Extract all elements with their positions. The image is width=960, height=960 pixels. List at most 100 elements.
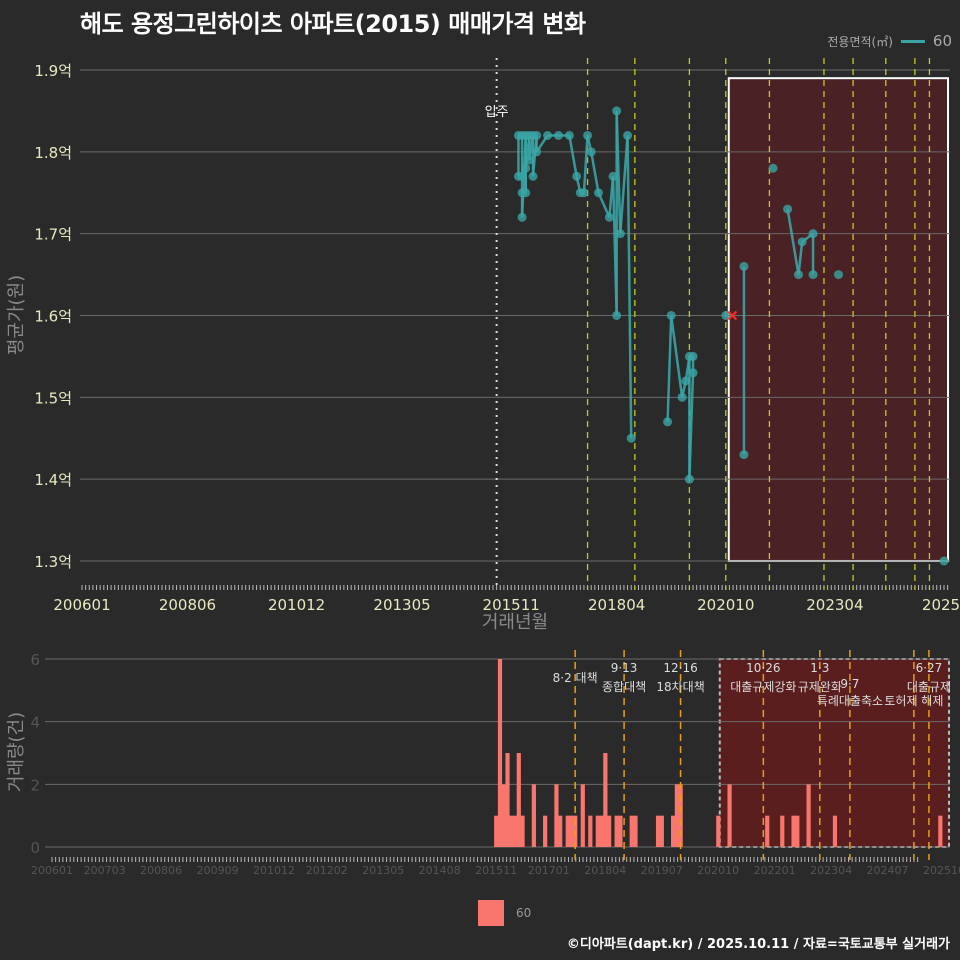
policy-date: 9·13 — [611, 661, 638, 675]
volume-bar — [498, 659, 502, 847]
x-tick-label-volume: 201907 — [641, 864, 683, 877]
policy-label: 대출규제 — [907, 680, 951, 694]
x-tick-label: 200601 — [53, 596, 110, 614]
x-tick-label-volume: 201408 — [419, 864, 461, 877]
price-point — [525, 156, 534, 165]
volume-bar — [588, 816, 592, 847]
volume-bar — [502, 784, 506, 847]
volume-bar — [569, 816, 573, 847]
volume-bar — [675, 784, 679, 847]
price-point — [579, 188, 588, 197]
y-tick-label: 1.8억 — [34, 144, 72, 162]
volume-bar — [494, 816, 498, 847]
price-point — [583, 131, 592, 140]
volume-bar — [513, 816, 517, 847]
price-point — [518, 213, 527, 222]
price-point — [616, 229, 625, 238]
price-point — [678, 393, 687, 402]
y-tick-label-volume: 2 — [30, 776, 40, 794]
volume-bar — [532, 784, 536, 847]
volume-bar — [558, 816, 562, 847]
x-tick-label-volume: 201511 — [475, 864, 517, 877]
volume-bar — [716, 816, 720, 847]
y-tick-label-volume: 6 — [30, 651, 40, 669]
volume-bar — [807, 784, 811, 847]
volume-bar — [765, 816, 769, 847]
price-point — [572, 172, 581, 181]
y-axis-title-volume: 거래량(건) — [6, 712, 27, 792]
price-point — [532, 131, 541, 140]
y-tick-label-volume: 4 — [30, 714, 40, 732]
legend-bar-swatch-icon — [478, 900, 504, 926]
y-tick-label: 1.6억 — [34, 307, 72, 325]
price-point — [663, 417, 672, 426]
volume-bar — [791, 816, 795, 847]
price-point — [529, 172, 538, 181]
price-point — [605, 213, 614, 222]
y-tick-label: 1.3억 — [34, 553, 72, 571]
x-tick-label-volume: 201202 — [306, 864, 348, 877]
x-tick-label: 200806 — [159, 596, 216, 614]
credit-text: ©디아파트(dapt.kr) / 2025.10.11 / 자료=국토교통부 실… — [567, 933, 950, 952]
volume-bar — [615, 816, 619, 847]
price-point — [594, 188, 603, 197]
price-point — [612, 311, 621, 320]
y-tick-label: 1.5억 — [34, 389, 72, 407]
volume-bar — [581, 784, 585, 847]
policy-label: 대출규제강화 — [730, 680, 796, 694]
price-point — [521, 164, 530, 173]
x-tick-label-volume: 200703 — [84, 864, 126, 877]
x-tick-label-volume: 201804 — [584, 864, 626, 877]
price-point — [532, 147, 541, 156]
price-point — [739, 262, 748, 271]
volume-bar — [671, 816, 675, 847]
price-point — [794, 270, 803, 279]
price-point — [834, 270, 843, 279]
volume-bar — [938, 816, 942, 847]
price-point — [798, 237, 807, 246]
price-point — [783, 205, 792, 214]
price-point — [681, 376, 690, 385]
price-point — [554, 131, 563, 140]
volume-bar — [509, 816, 513, 847]
legend-bottom-value: 60 — [516, 906, 531, 920]
price-point — [685, 475, 694, 484]
volume-bar — [630, 816, 634, 847]
price-point — [565, 131, 574, 140]
price-point — [612, 106, 621, 115]
volume-bar — [633, 816, 637, 847]
volume-bar — [596, 816, 600, 847]
x-tick-label-volume: 202010 — [697, 864, 739, 877]
x-tick-label-volume: 200806 — [140, 864, 182, 877]
x-tick-label: 201804 — [588, 596, 645, 614]
volume-bar — [660, 816, 664, 847]
policy-label: 종합대책 — [602, 679, 646, 694]
volume-bar — [727, 784, 731, 847]
volume-bar — [795, 816, 799, 847]
price-point — [769, 164, 778, 173]
volume-bar — [603, 753, 607, 847]
volume-bar — [554, 784, 558, 847]
y-tick-label: 1.4억 — [34, 471, 72, 489]
policy-date: 9·7 — [840, 677, 859, 691]
price-point — [518, 172, 527, 181]
price-point — [627, 434, 636, 443]
price-point — [543, 131, 552, 140]
x-axis-title: 거래년월 — [482, 612, 548, 633]
x-tick-label: 201305 — [373, 596, 430, 614]
x-tick-label: 202010 — [697, 596, 754, 614]
x-tick-label-volume: 202407 — [867, 864, 909, 877]
x-tick-label: 202304 — [806, 596, 863, 614]
x-tick-label: 2025 — [922, 596, 960, 614]
price-point — [587, 147, 596, 156]
x-tick-label-volume: 201701 — [528, 864, 570, 877]
policy-date: 12·16 — [663, 661, 697, 675]
x-tick-label-volume: 200601 — [31, 864, 73, 877]
x-tick-label-volume: 202304 — [810, 864, 852, 877]
price-point — [609, 172, 618, 181]
chart-canvas: 1.3억1.4억1.5억1.6억1.7억1.8억1.9억평균가(원)200601… — [0, 0, 960, 960]
policy-label: 토허제 해제 — [884, 694, 943, 708]
policy-label: 특례대출축소 — [817, 694, 883, 708]
y-tick-label: 1.9억 — [34, 62, 72, 80]
x-tick-label-volume: 202510 — [923, 864, 960, 877]
